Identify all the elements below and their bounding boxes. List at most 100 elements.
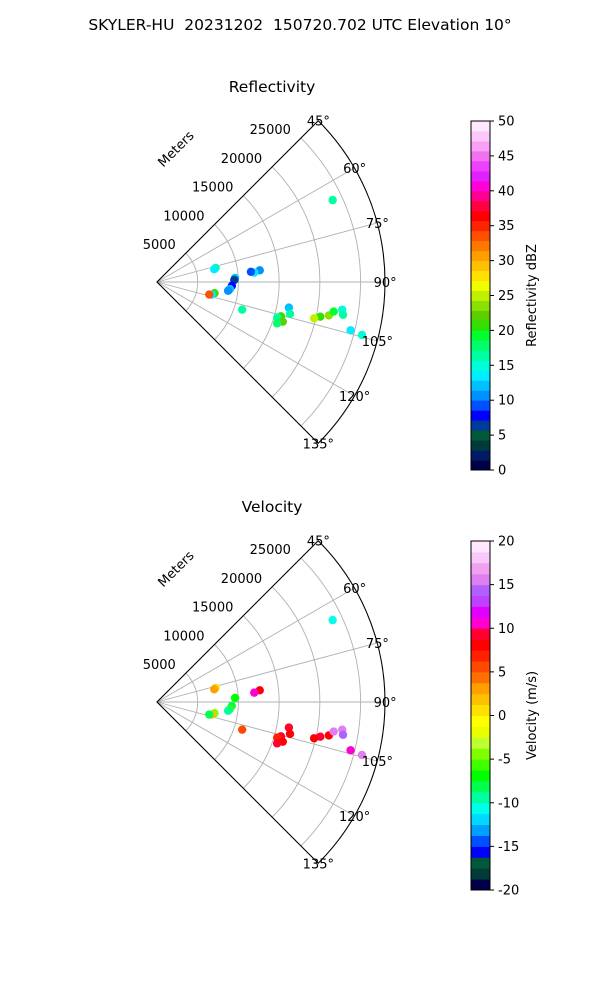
colorbar-tick-label: -20 (498, 884, 519, 899)
radar-panel-reflectivity: Reflectivity 45° 60° 75° 90° 105° 120° 135° 5000… (143, 78, 540, 479)
colorbar-segment (471, 606, 490, 618)
azimuth-line (156, 642, 378, 703)
colorbar-tick-label: 30 (498, 254, 515, 269)
radar-echo (309, 314, 319, 323)
azimuth-line (156, 701, 378, 762)
colorbar-segment (471, 290, 490, 301)
radar-echo (338, 730, 348, 740)
range-axis-label: Meters (156, 128, 198, 170)
colorbar-segment (471, 813, 490, 826)
colorbar-segment (471, 824, 490, 836)
radar-echo (309, 734, 319, 743)
colorbar-segment (471, 639, 490, 651)
colorbar-segment (471, 551, 490, 564)
colorbar-segment (471, 759, 490, 771)
radar-echo (346, 326, 355, 335)
colorbar-segment (471, 400, 490, 411)
colorbar-segment (471, 330, 490, 341)
azimuth-tick-label: 75° (366, 217, 389, 232)
azimuth-line (156, 222, 378, 283)
colorbar-segment (471, 595, 490, 607)
colorbar-tick-label: 15 (498, 359, 515, 374)
radar-echo (284, 303, 294, 312)
radar-echo (338, 310, 348, 320)
azimuth-tick-label: 90° (374, 276, 397, 291)
azimuth-line (156, 281, 378, 342)
colorbar-segment (471, 190, 490, 202)
colorbar-segment (471, 121, 490, 132)
colorbar-segment (471, 280, 490, 292)
colorbar-segment (471, 240, 490, 252)
azimuth-tick-label: 75° (366, 637, 389, 652)
colorbar-tick-label: 50 (498, 115, 515, 130)
radar-echo (329, 307, 338, 316)
radar-echo (272, 739, 282, 748)
colorbar-tick-label: 0 (498, 709, 506, 724)
azimuth-line (156, 701, 355, 817)
colorbar-segment (471, 150, 490, 162)
colorbar-segment (471, 360, 490, 371)
azimuth-tick-label: 60° (343, 582, 366, 597)
colorbar-tick-label: 0 (498, 464, 506, 479)
colorbar-segment (471, 390, 490, 401)
colorbar-segment (471, 220, 490, 232)
figure-title: SKYLER-HU 20231202 150720.702 UTC Elevat… (88, 16, 512, 34)
radar-echo (223, 706, 233, 715)
colorbar-tick-label: 15 (498, 578, 515, 593)
range-tick-label: 20000 (221, 152, 262, 167)
colorbar-segment (471, 726, 490, 738)
colorbar-segment (471, 270, 490, 282)
radar-echo (272, 319, 282, 328)
range-tick-label: 20000 (221, 572, 262, 587)
colorbar-segment (471, 140, 490, 152)
colorbar-segment (471, 440, 490, 451)
colorbar-segment (471, 868, 490, 880)
radar-echo (237, 725, 247, 734)
panel-title: Velocity (242, 498, 303, 516)
radar-echo (329, 727, 338, 736)
colorbar-segment (471, 671, 490, 684)
colorbar-segment (471, 180, 490, 192)
azimuth-tick-label: 60° (343, 162, 366, 177)
radar-echo (246, 267, 256, 276)
azimuth-tick-label: 105° (362, 755, 393, 770)
colorbar-segment (471, 770, 490, 782)
colorbar-segment (471, 628, 490, 640)
range-tick-label: 25000 (250, 123, 291, 138)
colorbar-segment (471, 380, 490, 391)
radar-echo (328, 615, 337, 625)
colorbar-segment (471, 857, 490, 869)
colorbar-segment (471, 260, 490, 272)
azimuth-tick-label: 45° (307, 535, 330, 550)
colorbar-segment (471, 170, 490, 182)
azimuth-line (156, 587, 355, 703)
radar-echo (237, 305, 247, 314)
colorbar-tick-label: 45 (498, 149, 515, 164)
radar-echo (357, 750, 367, 760)
colorbar-segment (471, 682, 490, 695)
radar-echo (210, 685, 219, 694)
colorbar-segment (471, 460, 490, 471)
colorbar-segment (471, 879, 490, 891)
colorbar-tick-label: -5 (498, 753, 511, 768)
range-tick-label: 15000 (192, 601, 233, 616)
colorbar-segment (471, 230, 490, 242)
colorbar-label: Velocity (m/s) (525, 671, 540, 760)
colorbar-segment (471, 693, 490, 706)
colorbar-tick-label: 10 (498, 622, 515, 637)
radar-panel-velocity: Velocity 45° 60° 75° 90° 105° 120° 135° 5000 1000… (143, 498, 540, 899)
colorbar-tick-label: -15 (498, 840, 519, 855)
colorbar-segment (471, 310, 490, 321)
range-tick-label: 10000 (163, 209, 204, 224)
azimuth-tick-label: 135° (303, 437, 334, 452)
colorbar-segment (471, 835, 490, 847)
colorbar-segment (471, 617, 490, 629)
colorbar-tick-label: 20 (498, 535, 515, 550)
colorbar-segment (471, 780, 490, 793)
radar-echo (250, 688, 259, 697)
azimuth-tick-label: 105° (362, 335, 393, 350)
radar-echo (346, 746, 355, 755)
radar-echo (285, 309, 295, 319)
radar-echo (223, 286, 233, 295)
colorbar-segment (471, 846, 490, 858)
